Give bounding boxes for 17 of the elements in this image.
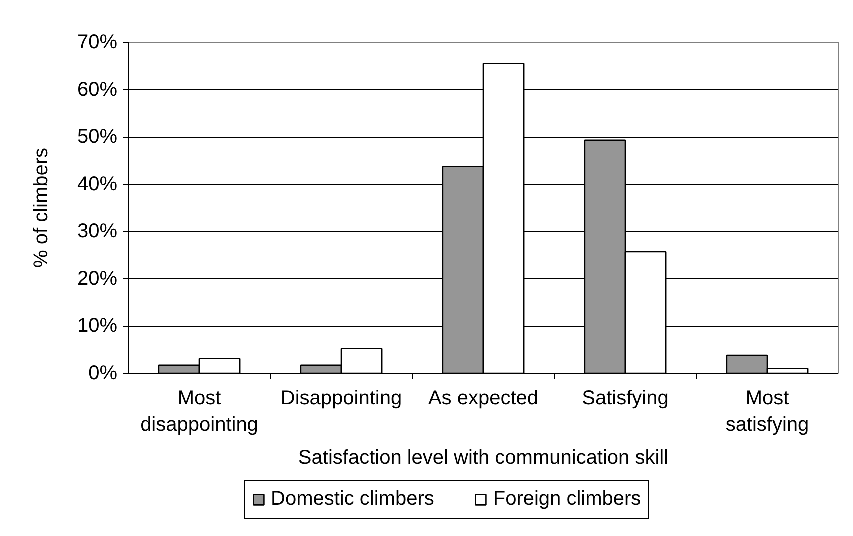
y-tick-label: 60% [77,78,118,101]
x-tick-label: Most satisfying [726,388,810,436]
x-axis-title: Satisfaction level with communication skill [298,446,669,469]
x-tick-label: Most disappointing [140,388,258,436]
x-tick-label: As expected [428,388,539,410]
x-tick-label: Satisfying [582,388,669,410]
y-tick-label: 20% [77,268,118,290]
y-axis-title: % of climbers [30,148,52,268]
y-tick-label: 40% [77,173,118,196]
x-tick-label: Disappointing [280,388,402,410]
y-tick-label: 30% [77,220,118,243]
legend-label: Domestic climbers [271,488,434,511]
y-tick-label: 0% [88,362,118,384]
y-tick-label: 50% [77,126,118,148]
legend-label: Foreign climbers [493,488,642,511]
y-tick-label: 10% [77,315,118,338]
y-tick-label: 70% [77,32,118,54]
